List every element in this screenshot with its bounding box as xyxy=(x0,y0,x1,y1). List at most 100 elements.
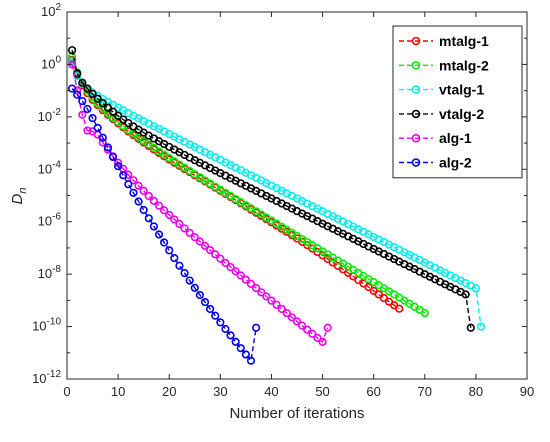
data-point xyxy=(272,300,281,309)
legend-label: vtalg-1 xyxy=(439,82,484,98)
data-point xyxy=(119,171,128,180)
data-point xyxy=(83,126,92,135)
data-point xyxy=(466,323,475,332)
x-tick-label: 20 xyxy=(162,384,176,399)
x-tick-label: 30 xyxy=(213,384,227,399)
data-point xyxy=(257,288,266,297)
series-vtalg-2 xyxy=(68,46,475,332)
series-line-alg-2 xyxy=(71,88,257,363)
data-point xyxy=(170,253,179,263)
legend-item-vtalg-2: vtalg-2 xyxy=(399,106,484,122)
data-point xyxy=(216,318,225,327)
data-point xyxy=(160,206,169,215)
series-alg-2 xyxy=(68,84,261,365)
data-point xyxy=(200,297,210,307)
data-point xyxy=(103,109,112,118)
x-tick-label: 10 xyxy=(111,384,125,399)
data-point xyxy=(180,269,189,278)
data-point xyxy=(461,290,470,299)
legend-box xyxy=(392,25,523,179)
y-tick-label: 100 xyxy=(41,54,61,71)
data-point xyxy=(303,325,312,334)
legend: mtalg-1 mtalg-2 vtalg-1 vtalg-2 alg-1 alg-2 xyxy=(392,25,523,179)
data-point xyxy=(246,356,256,365)
legend-label: mtalg-2 xyxy=(439,57,489,73)
data-point xyxy=(114,162,123,171)
data-point xyxy=(108,152,118,162)
data-point xyxy=(395,304,404,313)
ticks-layer: 0 10 20 30 40 50 60 70 80 90 10-12 10-10 10-8 10-6 10-… xyxy=(32,2,534,399)
legend-item-mtalg-2: mtalg-2 xyxy=(399,57,489,73)
series-mtalg-2 xyxy=(68,52,429,318)
y-axis-label-main: D xyxy=(9,193,26,204)
data-point xyxy=(103,103,112,112)
data-point xyxy=(262,292,271,301)
data-point xyxy=(165,246,174,255)
y-tick-label: 10-4 xyxy=(38,159,62,176)
data-point xyxy=(180,224,189,233)
data-point xyxy=(149,196,158,205)
y-tick-label: 102 xyxy=(41,2,61,19)
data-point xyxy=(252,323,261,332)
data-point xyxy=(88,89,97,99)
data-point xyxy=(149,222,158,231)
data-point xyxy=(98,99,107,108)
data-point xyxy=(129,176,138,185)
legend-label: mtalg-1 xyxy=(439,33,489,49)
data-point xyxy=(246,279,256,289)
data-point xyxy=(364,283,373,292)
data-point xyxy=(83,104,92,114)
x-axis-label: Number of iterations xyxy=(229,405,364,422)
data-point xyxy=(134,181,143,190)
data-point xyxy=(78,78,87,87)
data-point xyxy=(308,329,317,338)
data-point xyxy=(318,337,327,347)
data-point xyxy=(216,254,225,263)
data-point xyxy=(98,133,107,142)
data-point xyxy=(134,197,143,206)
data-point xyxy=(73,90,82,99)
data-point xyxy=(323,323,332,332)
plot-layer xyxy=(68,46,486,365)
data-point xyxy=(98,104,107,113)
data-point xyxy=(83,84,92,93)
data-point xyxy=(160,238,169,247)
data-point xyxy=(226,331,235,340)
data-point xyxy=(108,107,118,116)
x-tick-label: 40 xyxy=(264,384,278,399)
legend-swatch-marker xyxy=(411,36,421,46)
data-point xyxy=(190,233,199,242)
x-tick-label: 80 xyxy=(469,384,483,399)
series-vtalg-1 xyxy=(68,58,486,331)
legend-label: alg-1 xyxy=(439,130,472,146)
y-tick-label: 10-6 xyxy=(38,212,62,229)
data-point xyxy=(103,143,112,152)
data-point xyxy=(241,275,250,284)
legend-swatch-marker xyxy=(411,85,421,94)
data-point xyxy=(139,186,148,195)
data-point xyxy=(236,271,245,280)
data-point xyxy=(206,304,215,314)
data-point xyxy=(195,290,204,300)
data-point xyxy=(144,214,153,223)
y-tick-label: 10-8 xyxy=(38,264,62,281)
legend-item-mtalg-1: mtalg-1 xyxy=(399,33,489,49)
data-point xyxy=(221,324,230,334)
data-point xyxy=(175,219,184,229)
data-point xyxy=(211,311,220,320)
data-point xyxy=(144,191,153,201)
data-point xyxy=(241,350,250,359)
data-point xyxy=(420,308,429,318)
data-point xyxy=(154,201,164,210)
legend-swatch-marker xyxy=(411,133,421,143)
data-point xyxy=(139,205,148,215)
data-point xyxy=(277,304,286,314)
data-point xyxy=(68,46,77,55)
legend-item-alg-1: alg-1 xyxy=(399,130,472,146)
data-point xyxy=(190,283,199,292)
data-point xyxy=(195,237,204,246)
legend-item-vtalg-1: vtalg-1 xyxy=(399,82,484,98)
series-alg-1 xyxy=(68,60,332,347)
x-tick-label: 60 xyxy=(366,384,380,399)
x-tick-label: 0 xyxy=(63,384,70,399)
